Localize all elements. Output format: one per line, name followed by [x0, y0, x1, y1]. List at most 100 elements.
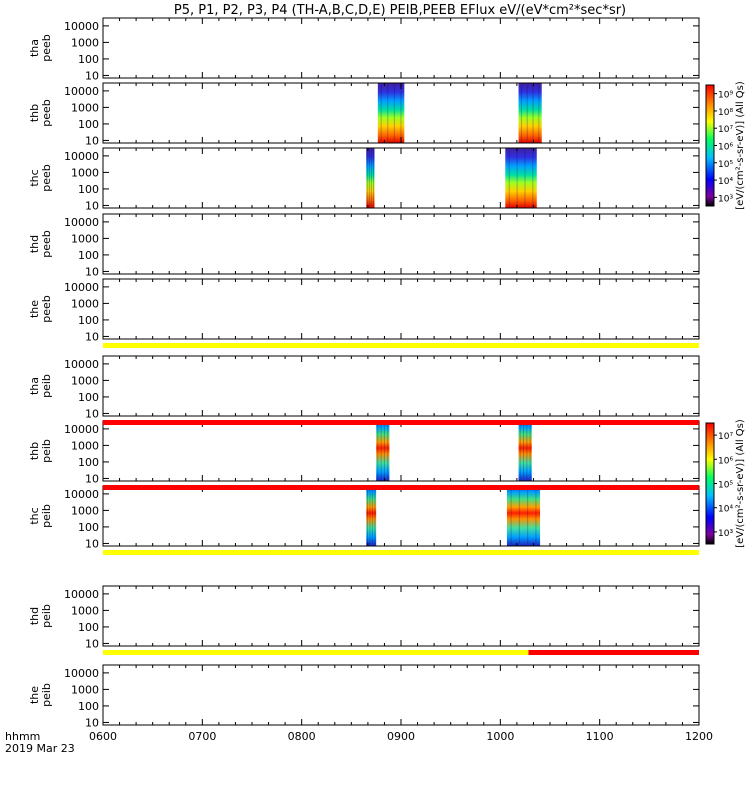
spectrogram-burst	[366, 486, 377, 546]
y-tick-label: 10	[85, 472, 99, 485]
y-tick-label: 100	[78, 521, 99, 534]
panel-y-label: thbpeib	[28, 439, 53, 463]
panel-tha-peib: 10 100 1000 10000 thapeib	[28, 355, 700, 420]
y-tick-label: 100	[78, 53, 99, 66]
panel-label-product: peeb	[40, 164, 53, 192]
y-tick-label: 10	[85, 407, 99, 420]
status-bar	[103, 343, 699, 348]
y-tick-label: 10	[85, 637, 99, 650]
panel-tha-peeb: 10 100 1000 10000 thapeeb	[28, 17, 700, 82]
y-tick-label: 100	[78, 700, 99, 713]
status-bar-segment	[103, 650, 529, 655]
colorbar-tick-label: 10⁹	[718, 91, 733, 101]
spectrogram-burst	[505, 148, 537, 208]
y-tick-label: 10000	[64, 216, 99, 229]
panel-thd-peib: 10 100 1000 10000 thdpeib	[28, 585, 700, 650]
panel-label-probe: thc	[28, 507, 41, 524]
panel-label-probe: thb	[28, 104, 41, 122]
panel-the-peib: 10 100 1000 10000 thepeib	[28, 664, 700, 729]
x-axis-date: 2019 Mar 23	[5, 742, 75, 755]
panel-label-probe: the	[28, 300, 41, 318]
y-tick-label: 1000	[71, 232, 99, 245]
y-tick-label: 10000	[64, 358, 99, 371]
colorbar-tick-label: 10⁶	[718, 456, 733, 466]
x-tick-label: 0900	[387, 730, 415, 743]
status-bar	[103, 650, 699, 655]
spectrogram-burst	[518, 83, 542, 143]
panel-thb-peeb: 10 100 1000 10000 thbpeeb	[28, 82, 700, 147]
y-tick-label: 1000	[71, 439, 99, 452]
y-tick-label: 10	[85, 69, 99, 82]
y-tick-label: 10	[85, 330, 99, 343]
y-tick-label: 10000	[64, 588, 99, 601]
status-bar-segment	[103, 550, 699, 555]
panel-the-peeb: 10 100 1000 10000 thepeeb	[28, 278, 700, 343]
y-tick-label: 100	[78, 391, 99, 404]
y-tick-label: 1000	[71, 297, 99, 310]
y-tick-label: 10000	[64, 423, 99, 436]
y-tick-label: 100	[78, 621, 99, 634]
y-tick-label: 100	[78, 314, 99, 327]
status-bar	[103, 485, 699, 490]
panel-thd-peeb: 10 100 1000 10000 thdpeeb	[28, 213, 700, 278]
panel-label-product: peib	[40, 604, 53, 628]
x-tick-label: 1000	[486, 730, 514, 743]
panel-label-product: peib	[40, 439, 53, 463]
panel-label-product: peeb	[40, 34, 53, 62]
panel-thc-peeb: 10 100 1000 10000 thcpeeb	[28, 147, 700, 212]
panel-label-probe: thd	[28, 235, 41, 253]
chart-title: P5, P1, P2, P3, P4 (TH-A,B,C,D,E) PEIB,P…	[174, 3, 626, 18]
y-tick-label: 10000	[64, 667, 99, 680]
colorbar-tick-label: 10⁸	[718, 108, 733, 118]
y-tick-label: 1000	[71, 683, 99, 696]
panel-y-label: thapeib	[28, 374, 53, 398]
colorbar-tick-label: 10⁵	[718, 481, 733, 491]
panel-y-label: thcpeib	[28, 504, 53, 528]
y-tick-label: 10	[85, 199, 99, 212]
panel-frame	[102, 485, 700, 547]
x-axis-label: hhmm	[5, 730, 40, 743]
colorbar-tick-label: 10⁴	[718, 177, 733, 187]
x-tick-label: 1100	[586, 730, 614, 743]
colorbar-label: [eV/(cm²-s-sr-eV)] (All Qs)	[735, 419, 746, 548]
spectrogram-burst	[376, 421, 390, 481]
x-tick-label: 0600	[89, 730, 117, 743]
status-bar	[103, 550, 699, 555]
status-bar	[103, 420, 699, 425]
y-tick-label: 100	[78, 456, 99, 469]
spectrogram-burst	[366, 148, 375, 208]
panel-y-label: thdpeib	[28, 604, 53, 628]
x-tick-label: 0700	[188, 730, 216, 743]
panel-label-product: peib	[40, 504, 53, 528]
colorbar-tick-label: 10⁵	[718, 160, 733, 170]
panel-label-product: peeb	[40, 295, 53, 323]
y-tick-label: 1000	[71, 504, 99, 517]
y-tick-label: 10	[85, 537, 99, 550]
panel-y-label: thapeeb	[28, 34, 53, 62]
panel-frame	[102, 585, 700, 647]
y-tick-label: 1000	[71, 36, 99, 49]
y-tick-label: 100	[78, 183, 99, 196]
panel-y-label: thdpeeb	[28, 230, 53, 258]
y-tick-label: 1000	[71, 166, 99, 179]
colorbar-label: [eV/(cm²-s-sr-eV)] (All Qs)	[735, 81, 746, 210]
x-tick-label: 0800	[288, 730, 316, 743]
panel-y-label: thcpeeb	[28, 164, 53, 192]
y-tick-label: 1000	[71, 101, 99, 114]
y-tick-label: 1000	[71, 374, 99, 387]
colorbar-scale	[705, 422, 715, 545]
colorbar-tick-label: 10⁷	[718, 125, 733, 135]
panel-label-probe: thc	[28, 169, 41, 186]
panel-label-probe: the	[28, 686, 41, 704]
y-tick-label: 10	[85, 716, 99, 729]
colorbar-tick-label: 10³	[718, 194, 733, 204]
panel-frame	[102, 355, 700, 417]
status-bar-segment	[103, 343, 699, 348]
colorbar-tick-label: 10⁴	[718, 505, 733, 515]
y-tick-label: 10000	[64, 20, 99, 33]
panel-frame	[102, 664, 700, 726]
panel-frame	[102, 147, 700, 209]
panel-y-label: thepeeb	[28, 295, 53, 323]
panel-label-product: peeb	[40, 230, 53, 258]
